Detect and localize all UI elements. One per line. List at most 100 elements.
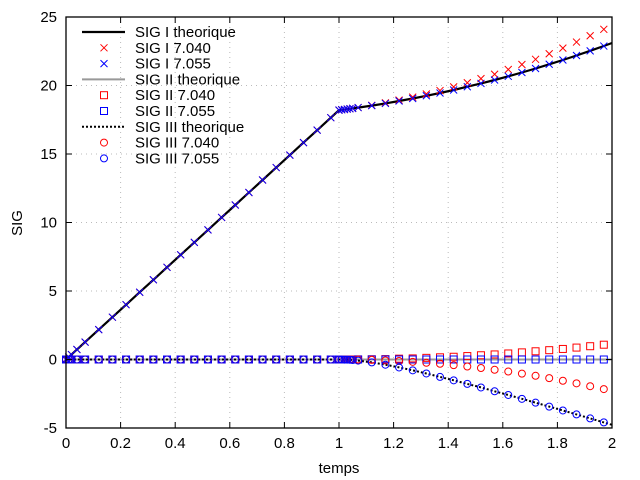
- data-point: [422, 369, 431, 378]
- square-mark: [408, 355, 417, 364]
- circle-mark: [531, 371, 540, 380]
- data-point: [586, 31, 595, 40]
- cross-mark: [100, 59, 108, 68]
- data-point: [231, 355, 240, 364]
- data-point: [354, 103, 362, 112]
- data-point: [422, 90, 431, 98]
- circle-mark: [326, 355, 335, 364]
- legend-swatch: [100, 107, 108, 115]
- data-point: [135, 355, 144, 364]
- x-tick-label: 1.2: [383, 435, 404, 452]
- legend-entry: SIG I theorique: [82, 24, 236, 41]
- data-point: [367, 358, 376, 367]
- data-point: [81, 338, 89, 346]
- data-point: [572, 379, 581, 388]
- x-tick-label: 0.6: [219, 435, 240, 452]
- cross-mark: [326, 113, 335, 122]
- cross-mark: [518, 60, 526, 69]
- circle-mark: [422, 369, 431, 378]
- data-point: [517, 369, 526, 378]
- circle-mark: [367, 355, 376, 364]
- square-mark: [599, 340, 608, 349]
- circle-mark: [381, 360, 390, 369]
- circle-mark: [348, 356, 357, 365]
- cross-mark: [422, 91, 431, 100]
- data-point: [504, 65, 513, 74]
- data-point: [272, 355, 281, 364]
- data-point: [286, 151, 294, 159]
- square-mark: [517, 355, 526, 364]
- data-point: [558, 344, 567, 353]
- circle-mark: [599, 418, 608, 427]
- data-point: [108, 355, 117, 364]
- circle-mark: [149, 355, 158, 364]
- circle-mark: [203, 355, 212, 364]
- square-mark: [558, 344, 567, 353]
- circle-mark: [299, 355, 308, 364]
- data-point: [599, 418, 608, 427]
- cross-mark: [559, 56, 567, 64]
- circle-mark: [572, 410, 581, 419]
- cross-mark: [504, 72, 513, 81]
- square-mark: [422, 355, 431, 364]
- cross-mark: [572, 51, 581, 60]
- circle-mark: [94, 355, 103, 364]
- square-mark: [545, 355, 554, 364]
- square-mark: [476, 355, 485, 364]
- data-point: [531, 347, 540, 356]
- x-tick-label: 1.6: [492, 435, 513, 452]
- x-tick-label: 0.4: [165, 435, 186, 452]
- legend-swatch: [100, 43, 108, 52]
- data-point: [436, 359, 445, 368]
- cross-mark: [586, 31, 595, 40]
- square-mark: [531, 355, 540, 364]
- data-point: [504, 72, 513, 81]
- legend-swatch: [100, 138, 108, 147]
- data-point: [517, 348, 526, 357]
- data-point: [94, 355, 103, 364]
- data-point: [326, 113, 335, 122]
- data-point: [408, 355, 417, 364]
- data-point: [258, 176, 267, 184]
- circle-mark: [408, 357, 417, 366]
- cross-mark: [463, 82, 472, 91]
- data-point: [490, 355, 499, 364]
- data-point: [572, 355, 581, 364]
- data-point: [559, 44, 567, 52]
- data-point: [436, 86, 444, 95]
- y-tick-label: 0: [49, 352, 57, 369]
- circle-mark: [72, 355, 81, 364]
- circle-mark: [490, 365, 499, 374]
- data-point: [558, 376, 567, 385]
- data-point: [531, 355, 540, 364]
- data-point: [367, 101, 376, 110]
- data-point: [490, 70, 499, 79]
- data-point: [395, 363, 404, 372]
- data-point: [476, 355, 485, 364]
- data-point: [572, 410, 581, 419]
- ticks: 0 0.2 0.4 0.6 0.8 1 1.2 1.4 1.6 1.8 2 -5 0 5 10 15 20 25: [40, 9, 616, 452]
- data-point: [490, 76, 499, 84]
- cross-mark: [408, 93, 417, 101]
- square-mark: [476, 351, 485, 360]
- cross-mark: [395, 97, 403, 105]
- cross-mark: [100, 43, 108, 52]
- cross-mark: [545, 60, 554, 69]
- data-point: [531, 64, 540, 73]
- data-point: [122, 300, 130, 309]
- circle-mark: [490, 387, 499, 396]
- data-point: [94, 325, 103, 334]
- circle-mark: [395, 357, 404, 366]
- circle-mark: [572, 379, 581, 388]
- cross-mark: [163, 263, 171, 272]
- data-point: [504, 367, 513, 376]
- data-point: [217, 355, 226, 364]
- cross-mark: [572, 38, 581, 46]
- cross-mark: [463, 78, 472, 87]
- cross-mark: [367, 101, 376, 110]
- data-point: [72, 355, 81, 364]
- legend-swatch: [100, 91, 108, 100]
- data-point: [122, 355, 131, 364]
- data-point: [149, 275, 158, 284]
- legend-swatch: [100, 154, 108, 163]
